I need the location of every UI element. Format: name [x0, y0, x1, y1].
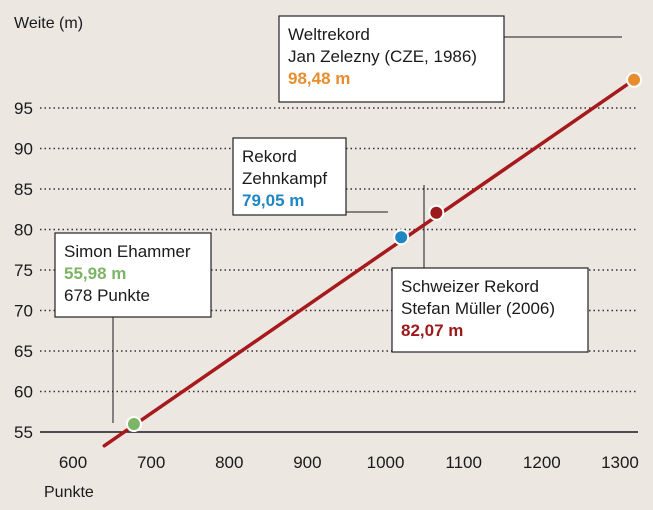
y-tick-label-85: 85 — [14, 180, 33, 199]
annotation-boxes: Weltrekord Jan Zelezny (CZE, 1986) 98,48 m… — [54, 15, 589, 353]
x-tick-label-900: 900 — [293, 453, 321, 472]
annotation-ehammer-line-0: Simon Ehammer — [64, 242, 191, 261]
series-line-0 — [102, 78, 636, 448]
point-zehnkampf — [393, 229, 410, 246]
y-axis-title: Weite (m) — [14, 15, 83, 32]
annotation-zehnkampf-line-0: Rekord — [242, 147, 297, 166]
x-tick-label-1100: 1100 — [445, 453, 482, 472]
x-tick-label-1000: 1000 — [367, 453, 405, 472]
annotation-box-schweizer — [391, 267, 589, 353]
y-tick-label-60: 60 — [14, 383, 33, 402]
annotation-ehammer-extra: 678 Punkte — [64, 286, 150, 305]
annotation-zehnkampf-line-1: Zehnkampf — [242, 169, 327, 188]
y-tick-labels: 55 60 65 70 75 80 85 90 95 — [14, 99, 33, 442]
y-tick-label-55: 55 — [14, 423, 33, 442]
data-points — [125, 71, 643, 433]
annotation-schweizer: Schweizer Rekord Stefan Müller (2006) 82,0… — [391, 267, 589, 353]
annotation-zehnkampf: Rekord Zehnkampf 79,05 m — [232, 137, 347, 216]
x-tick-label-600: 600 — [59, 453, 87, 472]
y-tick-label-90: 90 — [14, 140, 33, 159]
annotation-ehammer-value: 55,98 m — [64, 264, 126, 283]
x-tick-label-700: 700 — [137, 453, 165, 472]
x-tick-label-800: 800 — [215, 453, 243, 472]
annotation-box-zehnkampf — [232, 137, 347, 216]
point-weltrekord — [626, 71, 643, 88]
annotation-box-ehammer — [54, 232, 212, 318]
annotation-schweizer-line-1: Stefan Müller (2006) — [401, 299, 555, 318]
y-tick-label-65: 65 — [14, 342, 33, 361]
annotation-schweizer-value: 82,07 m — [401, 321, 463, 340]
x-tick-label-1200: 1200 — [523, 453, 561, 472]
annotation-weltrekord-line-1: Jan Zelezny (CZE, 1986) — [288, 47, 477, 66]
point-schweizer — [428, 204, 445, 221]
annotation-weltrekord-line-0: Weltrekord — [288, 25, 370, 44]
y-tick-label-70: 70 — [14, 302, 33, 321]
series-layer — [102, 78, 636, 448]
y-tick-label-75: 75 — [14, 261, 33, 280]
annotation-weltrekord-value: 98,48 m — [288, 69, 350, 88]
y-tick-label-80: 80 — [14, 221, 33, 240]
x-axis-title: Punkte — [44, 484, 94, 501]
annotation-zehnkampf-value: 79,05 m — [242, 191, 304, 210]
y-tick-label-95: 95 — [14, 99, 33, 118]
annotation-weltrekord: Weltrekord Jan Zelezny (CZE, 1986) 98,48 m — [278, 15, 505, 103]
annotation-ehammer: Simon Ehammer 55,98 m 678 Punkte — [54, 232, 212, 318]
x-tick-label-1300: 1300 — [601, 453, 639, 472]
annotation-schweizer-line-0: Schweizer Rekord — [401, 277, 539, 296]
point-ehammer — [125, 416, 142, 433]
annotation-box-weltrekord — [278, 15, 505, 103]
x-tick-labels: 600 700 800 900 1000 1100 1200 1300 — [59, 453, 639, 472]
